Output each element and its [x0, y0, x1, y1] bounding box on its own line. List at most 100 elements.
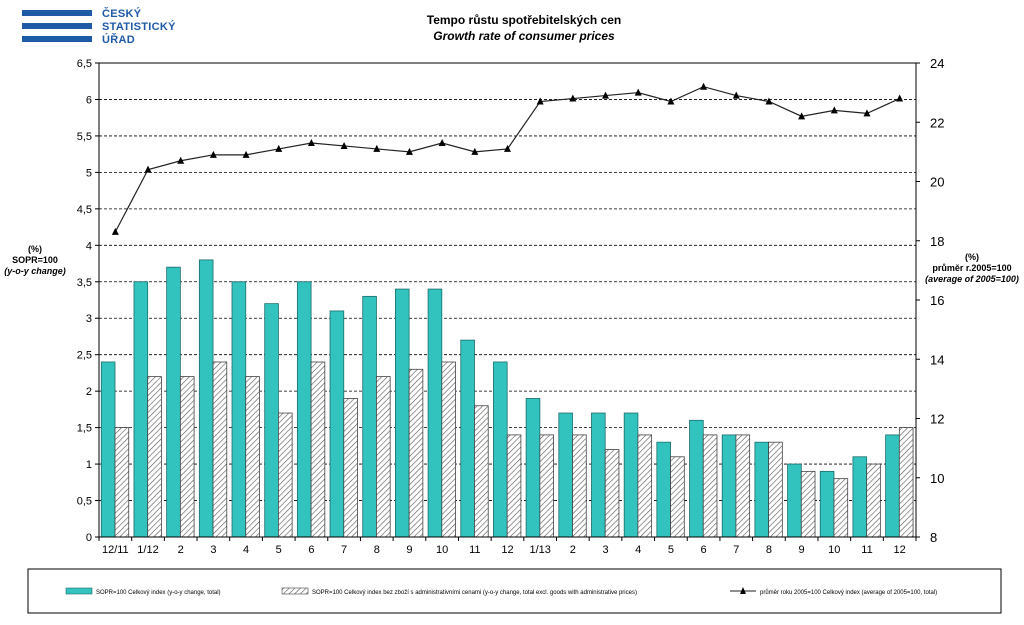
right-axis-label-line: (%): [965, 252, 979, 262]
chart-title: Tempo růstu spotřebitelských cen: [426, 13, 622, 27]
legend-swatch-total: [65, 587, 93, 595]
bar-excl-admin: [768, 441, 783, 538]
line-point: [667, 97, 675, 105]
x-tick-label: 10: [828, 544, 840, 556]
right-tick-label: 16: [930, 293, 944, 308]
bar-total: [133, 281, 149, 538]
bar-excl-admin: [310, 361, 326, 538]
bar-excl-admin: [245, 376, 260, 538]
bar-total: [754, 441, 770, 538]
bar-excl-admin: [408, 368, 424, 538]
x-tick-label: 1/13: [529, 544, 550, 556]
right-tick-label: 8: [930, 530, 937, 545]
x-tick-label: 6: [701, 544, 707, 556]
left-axis-label-line: (%): [28, 244, 42, 254]
line-point: [209, 150, 217, 158]
x-tick-label: 5: [668, 544, 674, 556]
logo-line-1: ČESKÝ: [102, 8, 142, 20]
line-point: [307, 138, 315, 146]
logo-line-2: STATISTICKÝ: [102, 21, 176, 33]
bar-total: [362, 295, 377, 538]
line-point: [111, 227, 119, 235]
left-tick-label: 6,5: [77, 58, 92, 70]
right-tick-label: 10: [930, 471, 944, 486]
line-point: [700, 82, 708, 90]
line-point: [373, 144, 381, 152]
bar-excl-admin: [212, 361, 228, 538]
left-tick-label: 3: [86, 313, 92, 325]
left-tick-label: 1,5: [77, 423, 92, 435]
line-point: [863, 109, 871, 117]
chart-subtitle: Growth rate of consumer prices: [433, 29, 615, 43]
line-point: [275, 144, 283, 152]
bar-total: [623, 412, 639, 538]
right-axis-label: (%) průměr r.2005=100 (average of 2005=1…: [920, 252, 1024, 285]
left-tick-label: 6: [86, 94, 92, 106]
bar-excl-admin: [572, 434, 587, 538]
bar-total: [689, 419, 704, 538]
bar-total: [427, 288, 443, 538]
line-series-path: [114, 86, 900, 233]
logo: ČESKÝ STATISTICKÝ ÚŘAD: [22, 6, 222, 46]
bar-total: [296, 281, 312, 538]
line-point: [732, 91, 740, 99]
line-point: [569, 94, 577, 102]
line-point: [830, 106, 838, 114]
bar-total: [525, 398, 541, 538]
bar-excl-admin: [147, 376, 162, 538]
bar-total: [395, 288, 410, 538]
bar-excl-admin: [539, 434, 554, 538]
bar-excl-admin: [441, 361, 456, 538]
right-tick-label: 14: [930, 352, 944, 367]
bar-total: [787, 463, 802, 538]
bar-excl-admin: [702, 434, 718, 538]
line-point: [471, 147, 479, 155]
right-tick-label: 24: [930, 56, 944, 71]
bar-total: [819, 470, 835, 538]
bar-excl-admin: [343, 398, 358, 538]
left-tick-label: 4: [86, 240, 92, 252]
bar-excl-admin: [898, 427, 914, 538]
left-axis-label-line: SOPR=100: [12, 255, 58, 265]
bar-excl-admin: [506, 434, 522, 538]
x-tick-label: 3: [602, 544, 608, 556]
left-tick-label: 2,5: [77, 350, 92, 362]
logo-stripe: [22, 23, 92, 29]
axes: [95, 62, 920, 541]
x-tick-label: 2: [178, 544, 184, 556]
logo-line-3: ÚŘAD: [102, 34, 135, 46]
right-tick-label: 12: [930, 412, 944, 427]
x-tick-label: 10: [436, 544, 448, 556]
left-tick-label: 0,5: [77, 496, 92, 508]
bar-excl-admin: [278, 412, 293, 538]
line-point: [634, 88, 642, 96]
left-tick-label: 1: [86, 459, 92, 471]
legend-label-total: SOPR=100 Celkový index (y-o-y change, to…: [96, 590, 221, 596]
x-tick-label: 5: [276, 544, 282, 556]
bar-total: [166, 266, 181, 538]
line-point: [405, 147, 413, 155]
bar-excl-admin: [735, 434, 751, 538]
bar-excl-admin: [833, 478, 849, 538]
bar-total: [231, 281, 247, 538]
legend-swatch-marker: [740, 587, 746, 594]
right-tick-label: 20: [930, 175, 944, 190]
bar-excl-admin: [604, 449, 620, 538]
legend-label-excl: SOPR=100 Celkový index bez zboží s admin…: [312, 590, 637, 596]
bar-total: [591, 412, 606, 538]
bar-excl-admin: [670, 456, 685, 538]
bar-excl-admin: [179, 376, 195, 538]
line-point: [765, 97, 773, 105]
x-tick-label: 11: [469, 544, 480, 556]
bar-excl-admin: [376, 376, 391, 538]
x-tick-label: 7: [341, 544, 347, 556]
line-point: [144, 165, 152, 173]
x-tick-label: 9: [799, 544, 805, 556]
line-series: [111, 82, 904, 235]
line-point: [896, 94, 904, 102]
left-tick-label: 4,5: [77, 204, 92, 216]
x-tick-label: 6: [308, 544, 314, 556]
line-point: [536, 97, 544, 105]
left-tick-label: 5,5: [77, 131, 92, 143]
bar-total: [460, 339, 475, 538]
